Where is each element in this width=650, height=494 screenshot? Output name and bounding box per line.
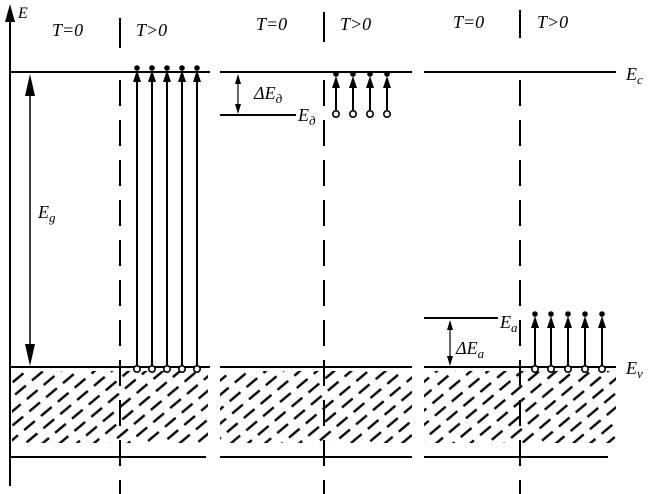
intrinsic-transitions (133, 65, 202, 373)
acceptor-arrow-2 (546, 311, 555, 373)
electron-marker (333, 71, 339, 77)
hole-marker (163, 364, 172, 373)
donor-level-label: Eд (297, 105, 316, 128)
arrow-head (193, 70, 201, 82)
donor-arrow-4 (382, 71, 391, 119)
arrow-head (598, 316, 606, 328)
arrow-head (178, 70, 186, 82)
hole-marker (348, 110, 357, 119)
acceptor-arrow-4 (580, 311, 589, 373)
arrow-head (163, 70, 171, 82)
electron-marker (599, 311, 605, 317)
hole-marker (546, 364, 555, 373)
electron-marker (582, 311, 588, 317)
intrinsic-arrow-4 (178, 65, 187, 373)
hole-marker (178, 364, 187, 373)
electron-marker (194, 65, 200, 71)
intrinsic-arrow-1 (133, 65, 142, 373)
intrinsic-arrow-3 (163, 65, 172, 373)
acceptor-arrow-5 (597, 311, 606, 373)
panel-headers: T=0 T>0 T=0 T>0 T=0 T>0 (52, 12, 568, 40)
header-intrinsic-tpos: T>0 (136, 20, 167, 40)
intrinsic-arrow-2 (148, 65, 157, 373)
header-intrinsic-t0: T=0 (52, 20, 83, 40)
electron-marker (384, 71, 390, 77)
electron-marker (149, 65, 155, 71)
valence-band-label: Ev (625, 358, 643, 381)
header-acceptor-tpos: T>0 (537, 12, 568, 32)
donor-delta-label: ΔEд (253, 83, 283, 106)
arrow-head (349, 76, 357, 88)
header-donor-tpos: T>0 (340, 14, 371, 34)
electron-marker (179, 65, 185, 71)
arrow-head (564, 316, 572, 328)
hole-marker (365, 110, 374, 119)
valence-hatch (12, 371, 616, 443)
acceptor-arrow-1 (530, 311, 539, 373)
arrow-head (383, 76, 391, 88)
band-gap-label: Eg (37, 202, 56, 225)
donor-transitions (331, 71, 391, 119)
acceptor-transitions (530, 311, 606, 373)
arrow-head (531, 316, 539, 328)
arrow-head (133, 70, 141, 82)
hole-marker (193, 364, 202, 373)
donor-arrow-1 (331, 71, 340, 119)
arrow-head (148, 70, 156, 82)
acceptor-level (424, 317, 498, 366)
donor-level (220, 74, 296, 116)
arrow-head (581, 316, 589, 328)
energy-axis: E (5, 4, 28, 486)
electron-marker (134, 65, 140, 71)
donor-arrow-2 (348, 71, 357, 119)
hole-marker (597, 364, 606, 373)
hole-marker (580, 364, 589, 373)
hole-marker (530, 364, 539, 373)
axis-label: E (17, 5, 28, 22)
acceptor-level-label: Ea (499, 312, 518, 335)
band-gap-arrow (25, 74, 35, 366)
acceptor-delta-label: ΔEa (455, 338, 485, 361)
hole-marker (563, 364, 572, 373)
arrow-head (547, 316, 555, 328)
acceptor-arrow-3 (563, 311, 572, 373)
electron-marker (565, 311, 571, 317)
header-acceptor-t0: T=0 (453, 12, 484, 32)
hole-marker (148, 364, 157, 373)
arrow-head (332, 76, 340, 88)
electron-marker (350, 71, 356, 77)
hole-marker (133, 364, 142, 373)
intrinsic-arrow-5 (193, 65, 202, 373)
arrow-head (366, 76, 374, 88)
header-donor-t0: T=0 (256, 14, 287, 34)
electron-marker (532, 311, 538, 317)
hole-marker (331, 110, 340, 119)
hole-marker (382, 110, 391, 119)
electron-marker (548, 311, 554, 317)
electron-marker (164, 65, 170, 71)
electron-marker (367, 71, 373, 77)
conduction-band-label: Ec (625, 64, 643, 87)
donor-arrow-3 (365, 71, 374, 119)
